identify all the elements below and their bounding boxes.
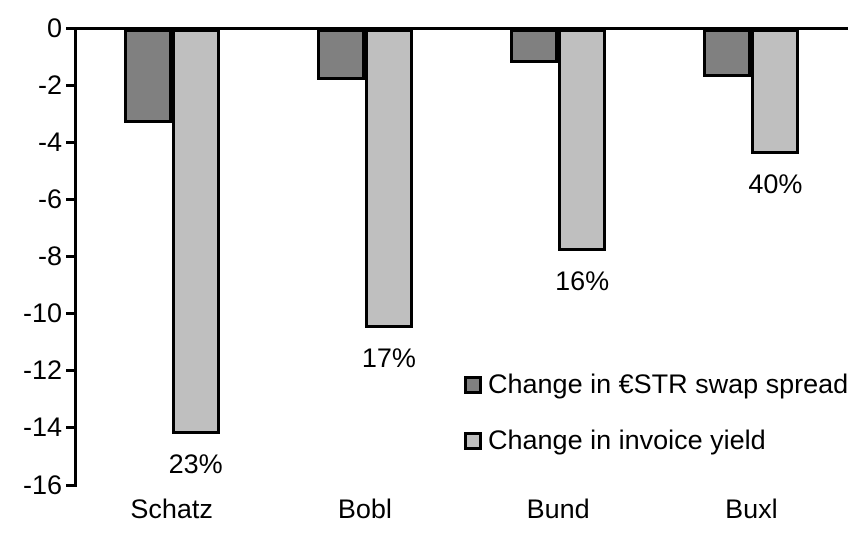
y-tick-mark <box>66 369 75 373</box>
bar-swap-spread-buxl <box>703 28 752 77</box>
category-label-buxl: Buxl <box>725 494 778 524</box>
legend-swatch-light-icon <box>464 431 482 450</box>
y-tick-label: -2 <box>37 70 62 101</box>
data-label: 40% <box>748 169 803 200</box>
y-tick-label: -4 <box>37 127 62 158</box>
y-tick-mark <box>66 84 75 88</box>
bar-invoice-yield-buxl <box>751 28 800 155</box>
y-tick-label: -10 <box>22 298 62 329</box>
y-tick-label: -12 <box>22 355 62 386</box>
y-tick-label: -8 <box>37 241 62 272</box>
legend-label-swap-spread: Change in €STR swap spread <box>488 369 849 399</box>
data-label: 17% <box>361 343 416 374</box>
legend: Change in €STR swap spread Change in inv… <box>464 371 848 454</box>
category-label-bund: Bund <box>526 494 590 524</box>
bar-swap-spread-bobl <box>316 28 365 80</box>
y-tick-mark <box>66 255 75 259</box>
legend-swatch-dark-icon <box>464 375 482 394</box>
data-label: 16% <box>555 266 610 297</box>
data-label: 23% <box>168 448 223 479</box>
bar-swap-spread-schatz <box>123 28 172 123</box>
y-tick-label: -16 <box>22 469 62 500</box>
y-tick-mark <box>66 483 75 487</box>
bar-invoice-yield-schatz <box>171 28 220 434</box>
y-tick-label: -6 <box>37 184 62 215</box>
y-tick-label: -14 <box>22 412 62 443</box>
y-tick-mark <box>66 426 75 430</box>
y-tick-mark <box>66 141 75 145</box>
legend-label-invoice-yield: Change in invoice yield <box>488 425 766 455</box>
bar-invoice-yield-bund <box>558 28 607 252</box>
x-axis-zero-line <box>73 27 848 30</box>
category-label-schatz: Schatz <box>130 494 213 524</box>
category-label-bobl: Bobl <box>337 494 392 524</box>
bar-swap-spread-bund <box>510 28 559 63</box>
legend-item-swap-spread: Change in €STR swap spread <box>464 371 848 398</box>
y-axis-line <box>73 27 77 487</box>
y-tick-mark <box>66 198 75 202</box>
y-tick-mark <box>66 312 75 316</box>
legend-item-invoice-yield: Change in invoice yield <box>464 427 848 454</box>
y-tick-label: 0 <box>46 13 62 43</box>
y-tick-mark <box>66 27 75 30</box>
bar-invoice-yield-bobl <box>364 28 413 329</box>
